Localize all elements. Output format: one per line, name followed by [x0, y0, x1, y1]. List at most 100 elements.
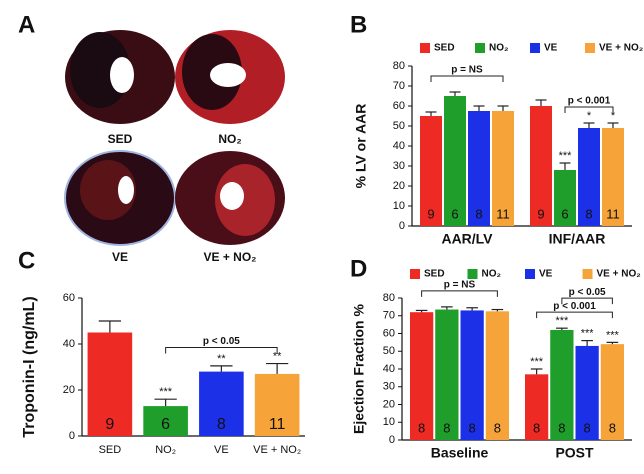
bracket-label: p < 0.001: [553, 301, 596, 312]
legend-label: VE: [539, 269, 553, 280]
legend-swatch: [530, 43, 540, 53]
n-label: 6: [451, 206, 458, 221]
y-tick-label: 80: [383, 292, 395, 304]
bar: [575, 345, 599, 440]
n-label: 8: [558, 420, 565, 435]
n-label: 9: [105, 416, 114, 433]
legend-label: SED: [434, 43, 455, 54]
legend-label: VE + NO₂: [599, 43, 643, 54]
y-tick-label: 20: [63, 384, 75, 396]
x-category-label: Baseline: [431, 445, 489, 461]
bracket: [536, 311, 613, 319]
n-label: 8: [585, 206, 592, 221]
image-label: VE: [112, 250, 128, 264]
bracket: [421, 290, 498, 297]
legend-swatch: [525, 269, 535, 279]
y-tick-label: 30: [393, 160, 405, 172]
panel-letter: C: [18, 247, 35, 274]
x-category-label: AAR/LV: [441, 231, 493, 247]
bar: [530, 106, 552, 226]
legend-label: NO₂: [489, 43, 508, 54]
bracket-label: p < 0.001: [568, 96, 611, 107]
y-tick-label: 30: [383, 381, 395, 393]
y-tick-label: 20: [393, 180, 405, 192]
panel-letter: A: [18, 11, 35, 38]
y-tick-label: 40: [393, 140, 405, 152]
y-tick-label: 40: [383, 363, 395, 375]
legend-swatch: [585, 43, 595, 53]
y-tick-label: 20: [383, 398, 395, 410]
bar: [420, 116, 442, 226]
legend-label: VE + NO₂: [597, 269, 641, 280]
legend-label: VE: [544, 43, 558, 54]
y-tick-label: 10: [393, 200, 405, 212]
legend-swatch: [582, 269, 593, 279]
image-label: SED: [108, 132, 133, 146]
y-tick-label: 70: [393, 80, 405, 92]
bracket: [561, 297, 613, 305]
y-tick-label: 50: [393, 120, 405, 132]
bar: [550, 329, 574, 440]
y-tick-label: 80: [393, 60, 405, 72]
bar: [87, 332, 133, 436]
y-tick-label: 0: [399, 220, 405, 232]
bar: [444, 96, 466, 226]
y-tick-label: 60: [63, 292, 75, 304]
y-axis-label: Troponin-I (ng/mL): [21, 296, 38, 437]
legend-label: NO₂: [482, 269, 501, 280]
bar: [602, 128, 624, 226]
bracket-label: p < 0.05: [203, 336, 240, 347]
n-label: 6: [561, 206, 568, 221]
significance-star: *: [611, 110, 616, 122]
x-category-label: VE: [214, 444, 229, 456]
bracket: [165, 347, 278, 354]
bracket-label: p = NS: [451, 65, 483, 76]
bar: [578, 128, 600, 226]
n-label: 11: [496, 206, 510, 221]
bracket-label: p < 0.05: [569, 287, 606, 298]
bar: [410, 312, 434, 440]
legend-swatch: [475, 43, 485, 53]
significance-star: ***: [159, 386, 173, 398]
image-label: VE + NO₂: [203, 250, 256, 264]
significance-star: **: [217, 353, 226, 365]
bar: [435, 309, 459, 440]
y-tick-label: 70: [383, 310, 395, 322]
n-label: 11: [269, 416, 286, 433]
y-tick-label: 0: [69, 430, 75, 442]
y-tick-label: 40: [63, 338, 75, 350]
n-label: 8: [584, 420, 591, 435]
bar: [143, 406, 188, 436]
n-label: 8: [609, 420, 616, 435]
n-label: 9: [427, 206, 434, 221]
n-label: 8: [494, 420, 501, 435]
bracket-label: p = NS: [444, 280, 476, 291]
y-axis-label: % LV or AAR: [353, 104, 369, 189]
panel-letter: B: [350, 11, 367, 38]
bar: [468, 111, 490, 226]
bracket: [564, 106, 614, 113]
image-label: NO₂: [218, 132, 241, 146]
significance-star: ***: [530, 356, 544, 368]
n-label: 8: [443, 420, 450, 435]
significance-star: ***: [581, 328, 595, 340]
n-label: 9: [537, 206, 544, 221]
bar: [525, 374, 549, 440]
bar: [600, 344, 624, 440]
n-label: 8: [475, 206, 482, 221]
n-label: 8: [217, 416, 226, 433]
bar: [254, 373, 300, 436]
significance-star: *: [587, 110, 592, 122]
heart-images: [64, 30, 285, 246]
n-label: 6: [161, 416, 170, 433]
significance-star: ***: [555, 315, 569, 327]
n-label: 11: [606, 206, 620, 221]
legend-swatch: [420, 43, 430, 53]
legend-swatch: [467, 269, 478, 279]
bar: [460, 310, 484, 440]
legend-swatch: [410, 269, 420, 279]
y-tick-label: 50: [383, 345, 395, 357]
bar: [492, 111, 514, 226]
y-tick-label: 60: [393, 100, 405, 112]
